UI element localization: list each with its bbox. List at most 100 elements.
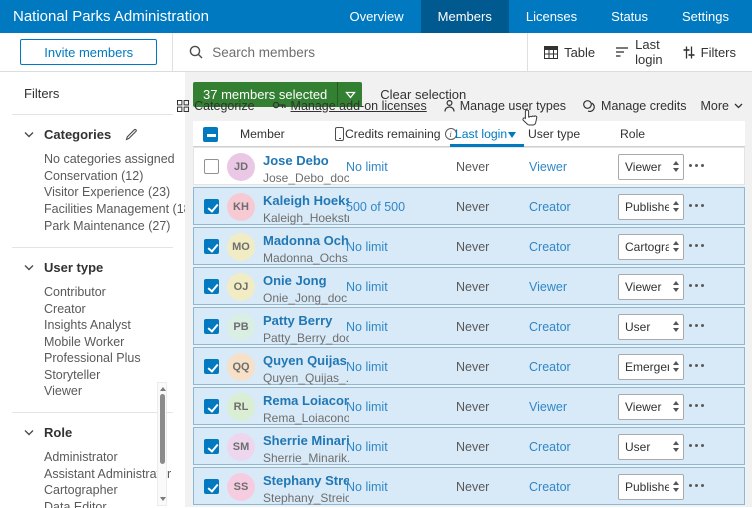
row-checkbox[interactable] — [204, 279, 219, 294]
invite-members-button[interactable]: Invite members — [20, 39, 157, 65]
member-name-link[interactable]: Stephany Streic... — [263, 473, 349, 488]
role-select[interactable]: User — [618, 314, 684, 340]
row-checkbox[interactable] — [204, 399, 219, 414]
scroll-up-icon[interactable] — [160, 387, 166, 391]
user-type-value[interactable]: Viewer — [529, 400, 567, 414]
credits-remaining-value[interactable]: No limit — [346, 280, 388, 294]
credits-remaining-value[interactable]: 500 of 500 — [346, 200, 405, 214]
avatar: RL — [227, 393, 255, 421]
credits-remaining-value[interactable]: No limit — [346, 240, 388, 254]
row-checkbox[interactable] — [204, 479, 219, 494]
categorize-button[interactable]: Categorize — [177, 99, 254, 113]
user-type-filter-item[interactable]: Storyteller — [44, 367, 185, 383]
last-login-column-header[interactable]: Last login — [455, 127, 507, 141]
category-filter-item[interactable]: Facilities Management (18) — [44, 201, 185, 217]
edit-categories-icon[interactable] — [125, 128, 138, 141]
role-list-scrollbar[interactable] — [157, 382, 167, 506]
row-options-icon[interactable] — [689, 484, 704, 487]
role-select[interactable]: Emergency Responder — [618, 354, 684, 380]
row-checkbox[interactable] — [204, 159, 219, 174]
sort-direction-icon[interactable] — [508, 132, 516, 138]
manage-user-types-button[interactable]: Manage user types — [444, 99, 566, 113]
row-options-icon[interactable] — [689, 164, 704, 167]
member-name-link[interactable]: Sherrie Minarik — [263, 433, 349, 448]
scrollbar-thumb[interactable] — [160, 394, 165, 464]
member-name-link[interactable]: Onie Jong — [263, 273, 327, 288]
user-type-filter-item[interactable]: Professional Plus — [44, 350, 185, 366]
role-select[interactable]: Publisher — [618, 194, 684, 220]
role-select[interactable]: User — [618, 434, 684, 460]
user-type-filter-item[interactable]: Insights Analyst — [44, 317, 185, 333]
credits-column-header[interactable]: Credits remaining i — [345, 127, 457, 141]
category-filter-item[interactable]: Park Maintenance (27) — [44, 218, 185, 234]
role-select[interactable]: Cartographer — [618, 234, 684, 260]
user-type-filter-item[interactable]: Contributor — [44, 284, 185, 300]
row-options-icon[interactable] — [689, 444, 704, 447]
member-column-header[interactable]: Member — [240, 127, 285, 141]
search-input[interactable] — [212, 45, 512, 60]
categories-section-header[interactable]: Categories — [24, 127, 185, 142]
user-type-value[interactable]: Creator — [529, 320, 571, 334]
manage-add-on-licenses-button[interactable]: Manage add-on licenses — [272, 99, 427, 113]
user-type-filter-item[interactable]: Creator — [44, 301, 185, 317]
role-select[interactable]: Viewer — [618, 154, 684, 180]
user-type-filter-item[interactable]: Mobile Worker — [44, 334, 185, 350]
user-type-section-title: User type — [44, 260, 103, 275]
role-select[interactable]: Viewer — [618, 274, 684, 300]
row-checkbox[interactable] — [204, 199, 219, 214]
credits-remaining-value[interactable]: No limit — [346, 480, 388, 494]
nav-tab[interactable]: Status — [594, 0, 665, 33]
user-type-value[interactable]: Viewer — [529, 280, 567, 294]
credits-remaining-value[interactable]: No limit — [346, 160, 388, 174]
member-name-link[interactable]: Quyen Quijas — [263, 353, 347, 368]
category-filter-item[interactable]: No categories assigned — [44, 151, 185, 167]
user-type-section-header[interactable]: User type — [24, 260, 185, 275]
filters-toggle-button[interactable]: Filters — [683, 45, 736, 60]
role-select[interactable]: Viewer — [618, 394, 684, 420]
nav-tab[interactable]: Overview — [332, 0, 420, 33]
credits-remaining-value[interactable]: No limit — [346, 440, 388, 454]
user-type-value[interactable]: Creator — [529, 360, 571, 374]
category-filter-item[interactable]: Visitor Experience (23) — [44, 184, 185, 200]
user-type-value[interactable]: Creator — [529, 440, 571, 454]
table-row: PB Patty Berry Patty_Berry_doc No limit … — [193, 307, 745, 345]
row-options-icon[interactable] — [689, 324, 704, 327]
row-options-icon[interactable] — [689, 204, 704, 207]
row-options-icon[interactable] — [689, 244, 704, 247]
row-options-icon[interactable] — [689, 284, 704, 287]
nav-tab[interactable]: Settings — [665, 0, 746, 33]
user-type-value[interactable]: Viewer — [529, 160, 567, 174]
user-type-value[interactable]: Creator — [529, 480, 571, 494]
categories-filter-list: No categories assignedConservation (12)V… — [44, 151, 185, 234]
nav-tab[interactable]: Members — [421, 0, 509, 33]
select-all-checkbox[interactable] — [203, 127, 218, 142]
category-filter-item[interactable]: Conservation (12) — [44, 168, 185, 184]
user-type-column-header[interactable]: User type — [528, 127, 580, 141]
member-name-link[interactable]: Kaleigh Hoekstra — [263, 193, 349, 208]
member-name-link[interactable]: Rema Loiacono — [263, 393, 349, 408]
user-type-value[interactable]: Creator — [529, 240, 571, 254]
user-type-value[interactable]: Creator — [529, 200, 571, 214]
sort-last-login-button[interactable]: Last login — [615, 37, 662, 67]
member-name-link[interactable]: Patty Berry — [263, 313, 332, 328]
row-options-icon[interactable] — [689, 364, 704, 367]
manage-credits-button[interactable]: Manage credits — [583, 99, 686, 113]
role-column-header[interactable]: Role — [620, 127, 645, 141]
member-name-link[interactable]: Jose Debo — [263, 153, 329, 168]
scroll-down-icon[interactable] — [160, 497, 166, 501]
table-row: QQ Quyen Quijas Quyen_Quijas_... No limi… — [193, 347, 745, 385]
row-checkbox[interactable] — [204, 439, 219, 454]
role-select[interactable]: Publisher — [618, 474, 684, 500]
row-checkbox[interactable] — [204, 239, 219, 254]
credits-remaining-value[interactable]: No limit — [346, 360, 388, 374]
row-options-icon[interactable] — [689, 404, 704, 407]
credits-remaining-value[interactable]: No limit — [346, 320, 388, 334]
mobile-column-header[interactable] — [335, 127, 344, 144]
table-view-button[interactable]: Table — [544, 45, 595, 60]
credits-remaining-value[interactable]: No limit — [346, 400, 388, 414]
row-checkbox[interactable] — [204, 359, 219, 374]
member-name-link[interactable]: Madonna Ochsner — [263, 233, 349, 248]
nav-tab[interactable]: Licenses — [509, 0, 594, 33]
row-checkbox[interactable] — [204, 319, 219, 334]
more-actions-button[interactable]: More — [701, 99, 743, 113]
